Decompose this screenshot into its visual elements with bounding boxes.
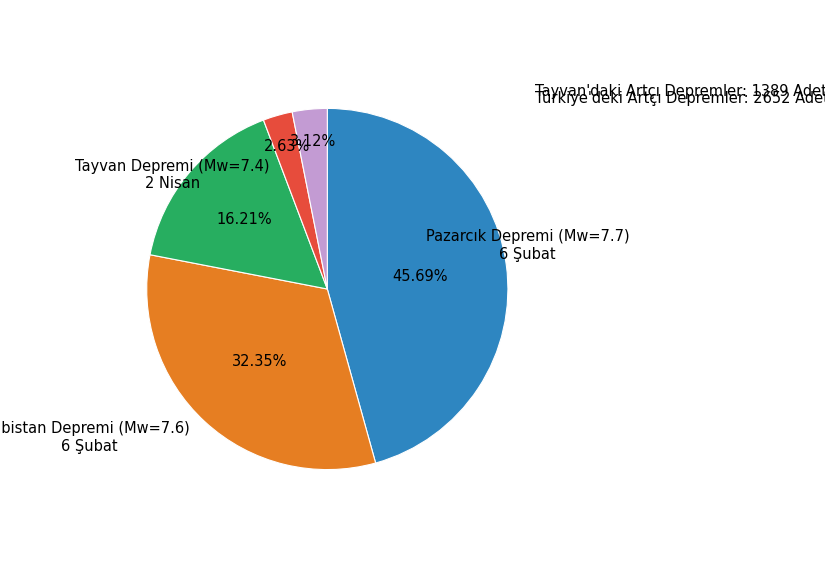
Wedge shape	[147, 255, 375, 469]
Wedge shape	[292, 109, 328, 289]
Text: Tayvan'daki Artçı Depremler: 1389 Adet: Tayvan'daki Artçı Depremler: 1389 Adet	[535, 84, 825, 99]
Wedge shape	[263, 112, 328, 289]
Wedge shape	[150, 120, 328, 289]
Wedge shape	[328, 109, 508, 463]
Text: 16.21%: 16.21%	[217, 212, 272, 227]
Text: Türkiye'deki Artçı Depremler: 2652 Adet: Türkiye'deki Artçı Depremler: 2652 Adet	[535, 91, 825, 106]
Text: 3.12%: 3.12%	[290, 134, 336, 149]
Text: Tayvan Depremi (Mw=7.4)
2 Nisan: Tayvan Depremi (Mw=7.4) 2 Nisan	[75, 158, 270, 191]
Text: Pazarcık Depremi (Mw=7.7)
6 Şubat: Pazarcık Depremi (Mw=7.7) 6 Şubat	[426, 229, 629, 262]
Text: 2.63%: 2.63%	[263, 139, 309, 154]
Text: Elbistan Depremi (Mw=7.6)
6 Şubat: Elbistan Depremi (Mw=7.6) 6 Şubat	[0, 421, 190, 454]
Text: 32.35%: 32.35%	[233, 354, 288, 369]
Text: 45.69%: 45.69%	[393, 269, 448, 284]
